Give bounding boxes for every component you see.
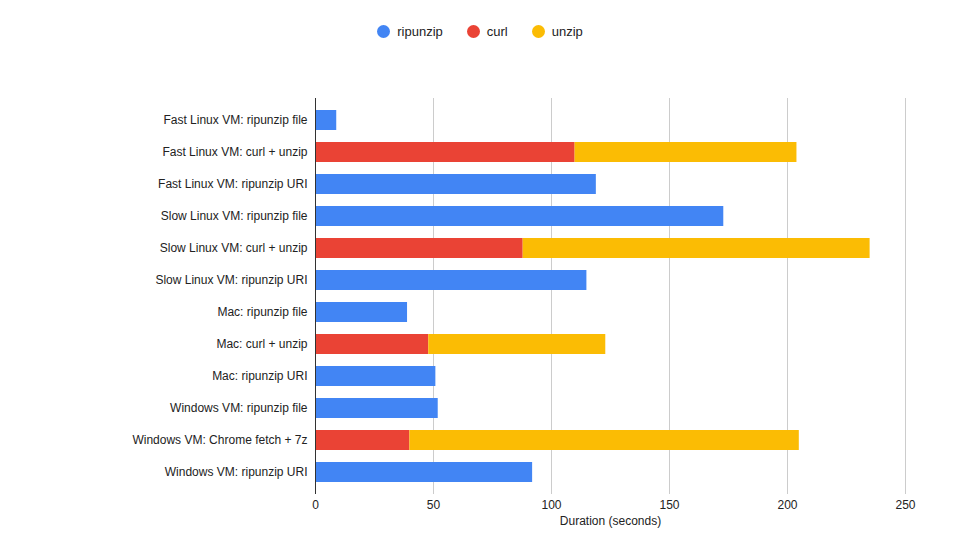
svg-text:Mac: ripunzip file: Mac: ripunzip file [217,305,307,319]
svg-text:Windows VM: ripunzip file: Windows VM: ripunzip file [170,401,308,415]
html-text:ripunzip: ripunzip [397,24,443,39]
html-text:curl: curl [486,24,508,39]
svg-text:0: 0 [312,498,319,512]
svg-text:Slow Linux VM: ripunzip URI: Slow Linux VM: ripunzip URI [155,273,307,287]
svg-text:100: 100 [541,498,561,512]
svg-text:Slow Linux VM: curl + unzip: Slow Linux VM: curl + unzip [160,241,308,255]
svg-text:250: 250 [895,498,915,512]
svg-text:Slow Linux VM: ripunzip file: Slow Linux VM: ripunzip file [161,209,308,223]
svg-text:Fast Linux VM: ripunzip file: Fast Linux VM: ripunzip file [163,113,307,127]
svg-text:Mac: curl + unzip: Mac: curl + unzip [216,337,307,351]
svg-text:Duration (seconds): Duration (seconds) [560,514,661,528]
svg-text:Mac: ripunzip URI: Mac: ripunzip URI [212,369,307,383]
svg-text:Fast Linux VM: curl + unzip: Fast Linux VM: curl + unzip [162,145,307,159]
svg-text:Fast Linux VM: ripunzip URI: Fast Linux VM: ripunzip URI [158,177,307,191]
svg-text:Windows VM: Chrome fetch + 7z: Windows VM: Chrome fetch + 7z [132,433,307,447]
svg-text:Windows VM: ripunzip URI: Windows VM: ripunzip URI [165,465,308,479]
svg-text:200: 200 [777,498,797,512]
svg-text:150: 150 [659,498,679,512]
svg-text:50: 50 [427,498,441,512]
html-text:unzip: unzip [551,24,583,39]
